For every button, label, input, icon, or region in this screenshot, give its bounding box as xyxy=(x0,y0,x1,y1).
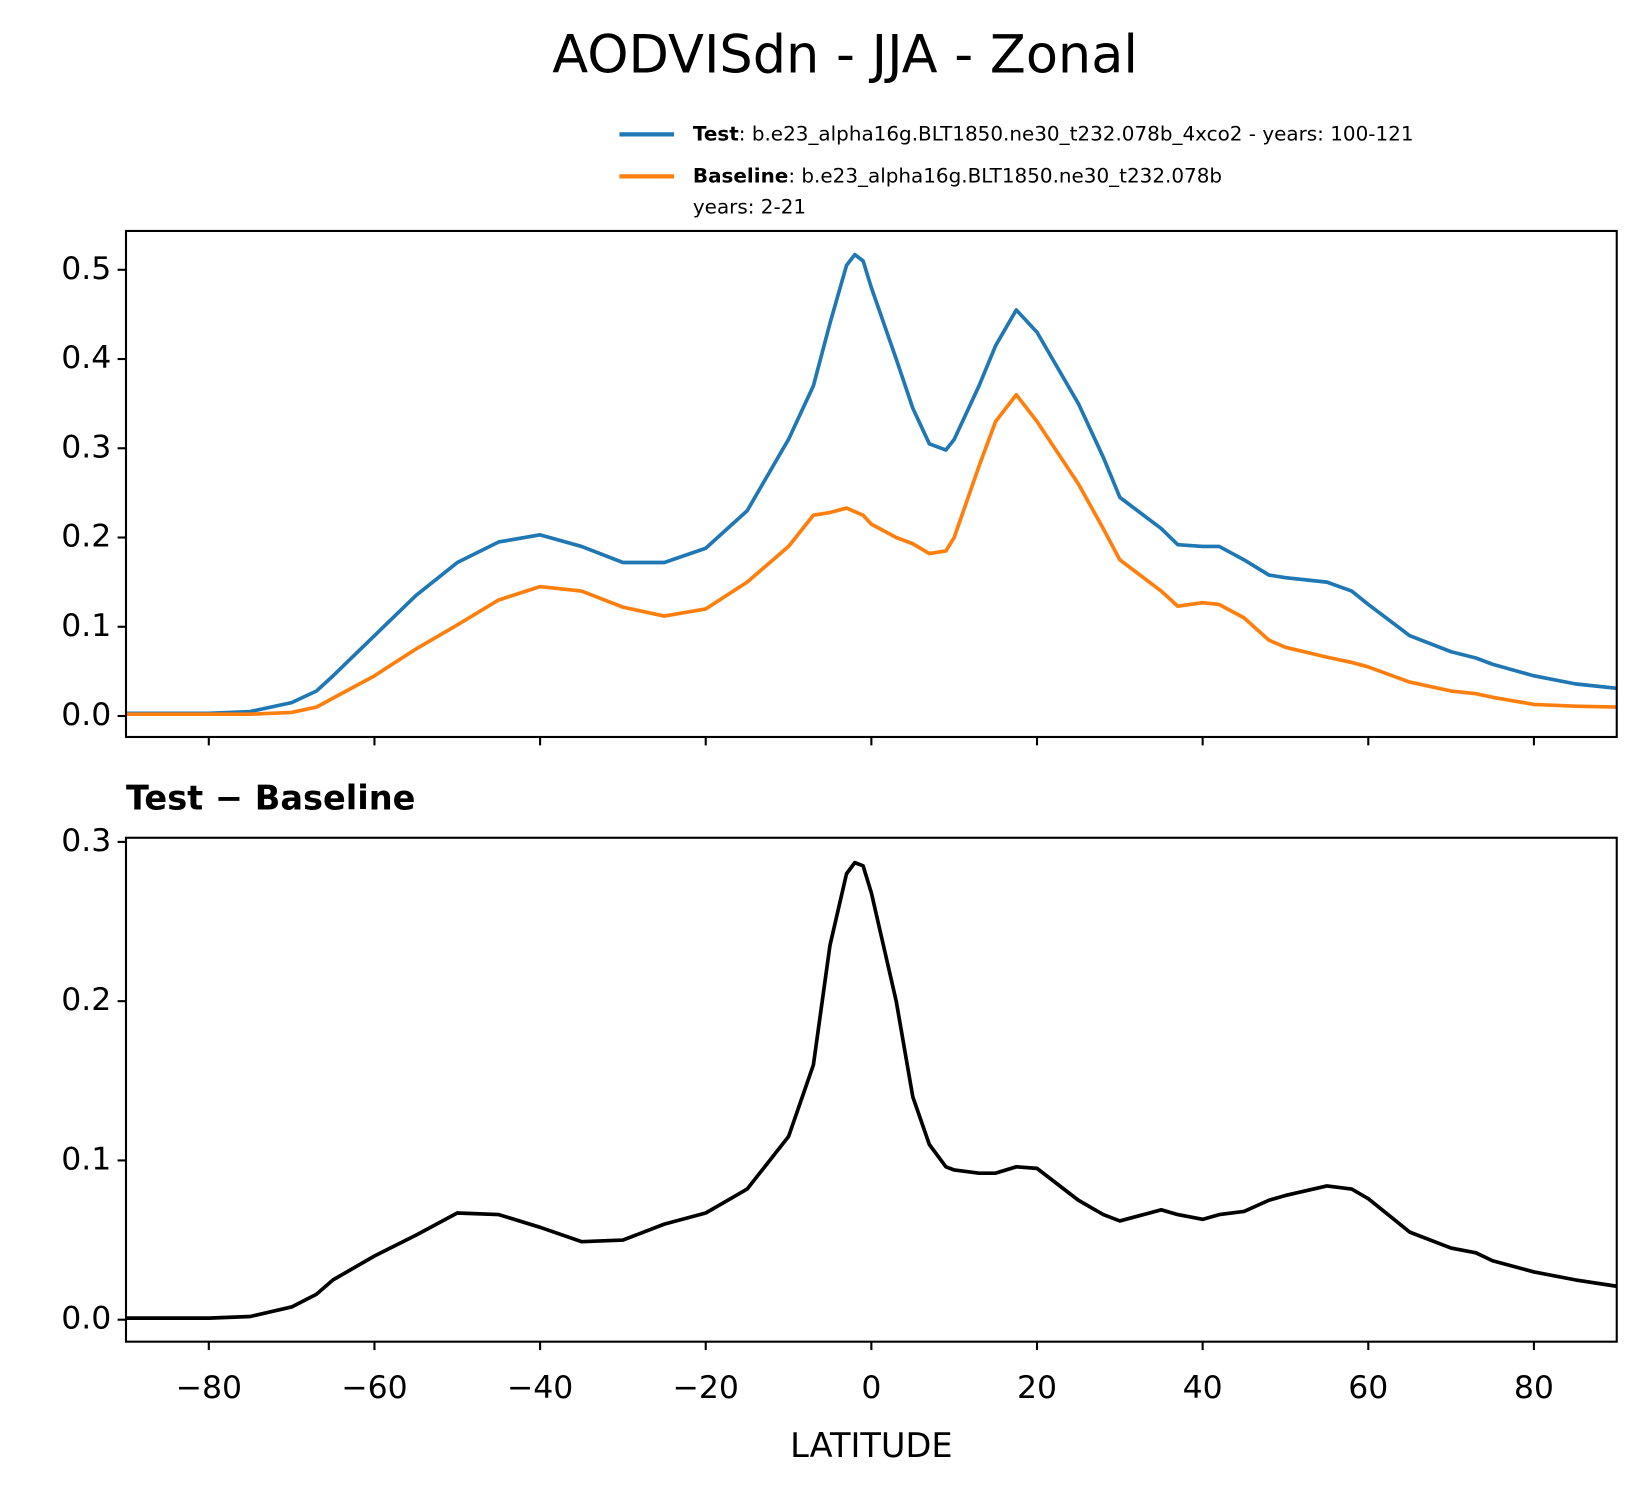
series-line xyxy=(125,252,1617,716)
series-line xyxy=(125,392,1617,717)
x-tick-label: 40 xyxy=(1183,1370,1223,1406)
x-tick-label: 20 xyxy=(1017,1370,1057,1406)
y-tick-label: 0.4 xyxy=(61,340,111,376)
legend-name: Test xyxy=(693,121,739,145)
legend-label: Test: b.e23_alpha16g.BLT1850.ne30_t232.0… xyxy=(693,121,1414,145)
y-tick-label: 0.0 xyxy=(61,1301,111,1337)
figure-title: AODVISdn - JJA - Zonal xyxy=(552,24,1138,85)
legend-name: Baseline xyxy=(693,163,788,187)
x-tick-label: 0 xyxy=(861,1370,881,1406)
y-tick-label: 0.5 xyxy=(61,251,111,287)
x-tick-label: 80 xyxy=(1514,1370,1554,1406)
legend-description: : b.e23_alpha16g.BLT1850.ne30_t232.078b_… xyxy=(739,121,1414,145)
y-tick-label: 0.1 xyxy=(61,1141,111,1177)
subplot-title: Test − Baseline xyxy=(126,778,415,817)
y-tick-label: 0.2 xyxy=(61,982,111,1018)
x-tick-label: −60 xyxy=(341,1370,407,1406)
axes-frame xyxy=(124,836,1618,1343)
y-tick-label: 0.3 xyxy=(61,429,111,465)
y-tick-label: 0.2 xyxy=(61,519,111,555)
y-tick-label: 0.1 xyxy=(61,608,111,644)
legend-label: Baseline: b.e23_alpha16g.BLT1850.ne30_t2… xyxy=(693,163,1222,187)
series-line xyxy=(125,860,1617,1320)
x-tick-label: 60 xyxy=(1348,1370,1388,1406)
legend-description: years: 2-21 xyxy=(693,194,806,218)
x-tick-label: −80 xyxy=(176,1370,242,1406)
y-tick-label: 0.3 xyxy=(61,823,111,859)
x-axis-label: LATITUDE xyxy=(790,1426,952,1465)
legend-description: : b.e23_alpha16g.BLT1850.ne30_t232.078b xyxy=(788,163,1222,187)
x-tick-label: −40 xyxy=(507,1370,573,1406)
y-tick-label: 0.0 xyxy=(61,697,111,733)
x-tick-label: −20 xyxy=(673,1370,739,1406)
axes-frame xyxy=(124,229,1618,739)
